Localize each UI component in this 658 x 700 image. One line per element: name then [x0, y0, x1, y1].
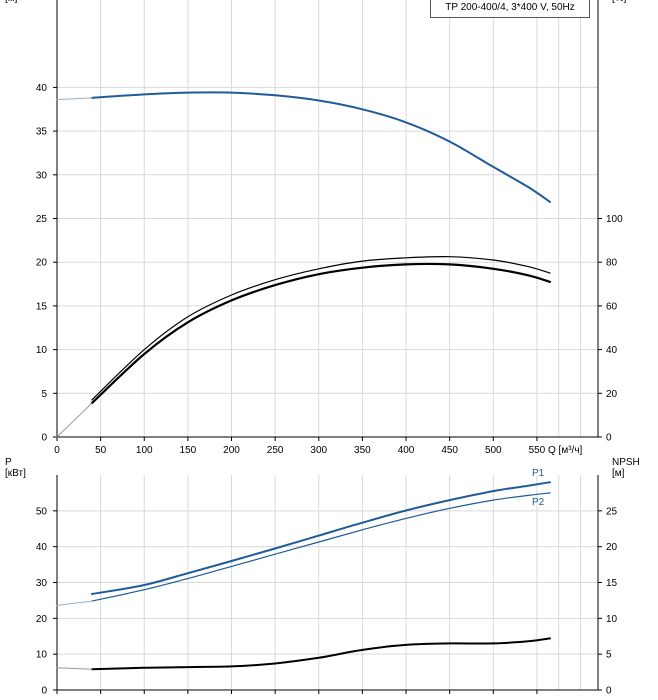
top-x-tick-label: 200	[223, 445, 240, 456]
bottom-series-label-p1: P1	[532, 468, 545, 479]
top-x-tick-label: 300	[310, 445, 327, 456]
top-y-right-tick-label: 20	[606, 389, 618, 400]
bottom-y-left-label: P	[5, 457, 12, 468]
chart-title-box: TP 200-400/4, 3*400 V, 50Hz	[430, 0, 590, 18]
top-x-tick-label: 50	[95, 445, 107, 456]
top-series-h-ext	[56, 97, 93, 101]
top-y-left-tick-label: 30	[36, 170, 48, 181]
bottom-y-right-tick-label: 5	[606, 650, 612, 661]
bottom-series-label-p2: P2	[532, 497, 545, 508]
top-series-eta2	[90, 262, 552, 405]
top-y-left-tick-label: 25	[36, 214, 48, 225]
top-y-left-tick-label: 10	[36, 345, 48, 356]
top-x-tick-label: 500	[485, 445, 502, 456]
top-series-eta1	[91, 256, 551, 401]
bottom-series-npsh	[90, 637, 551, 671]
top-y-right-unit: [%]	[612, 0, 627, 4]
bottom-series-p2	[91, 492, 551, 602]
top-x-tick-label: 400	[398, 445, 415, 456]
bottom-series-p-ext	[56, 600, 93, 606]
bottom-series-npsh-ext	[56, 667, 93, 670]
bottom-y-left-tick-label: 20	[36, 614, 48, 625]
top-y-right-tick-label: 100	[606, 214, 623, 225]
top-series-h	[90, 91, 551, 203]
top-x-tick-label: 0	[54, 445, 60, 456]
bottom-y-right-tick-label: 15	[606, 578, 618, 589]
top-x-tick-label: 450	[441, 445, 458, 456]
bottom-y-right-tick-label: 25	[606, 506, 618, 517]
bottom-series-p1	[90, 481, 551, 595]
top-y-left-tick-label: 40	[36, 83, 48, 94]
bottom-y-right-tick-label: 0	[606, 686, 612, 697]
top-y-left-tick-label: 35	[36, 127, 48, 138]
top-x-tick-label: 550	[529, 445, 546, 456]
top-y-right-tick-label: 60	[606, 301, 618, 312]
top-y-right-tick-label: 0	[606, 433, 612, 444]
bottom-y-left-tick-label: 40	[36, 542, 48, 553]
top-x-axis-label: Q [м³/ч]	[548, 445, 583, 456]
top-series-eta-ext	[56, 402, 93, 438]
bottom-y-right-label: NPSH	[612, 457, 640, 468]
top-y-left-tick-label: 20	[36, 258, 48, 269]
top-y-left-unit: [м]	[5, 0, 18, 4]
top-y-right-tick-label: 80	[606, 258, 618, 269]
top-y-left-tick-label: 5	[41, 389, 47, 400]
bottom-y-left-tick-label: 10	[36, 650, 48, 661]
bottom-y-right-tick-label: 20	[606, 542, 618, 553]
top-y-left-tick-label: 0	[41, 433, 47, 444]
top-x-tick-label: 350	[354, 445, 371, 456]
chart-title: TP 200-400/4, 3*400 V, 50Hz	[445, 2, 575, 13]
top-x-tick-label: 250	[267, 445, 284, 456]
bottom-y-right-tick-label: 10	[606, 614, 618, 625]
bottom-y-right-unit: [м]	[612, 468, 625, 479]
top-y-left-tick-label: 15	[36, 301, 48, 312]
bottom-y-left-tick-label: 50	[36, 506, 48, 517]
top-x-tick-label: 150	[180, 445, 197, 456]
bottom-y-left-tick-label: 0	[41, 686, 47, 697]
bottom-y-left-tick-label: 30	[36, 578, 48, 589]
top-y-right-tick-label: 40	[606, 345, 618, 356]
bottom-y-left-unit: [кВт]	[5, 468, 26, 479]
top-x-tick-label: 100	[136, 445, 153, 456]
